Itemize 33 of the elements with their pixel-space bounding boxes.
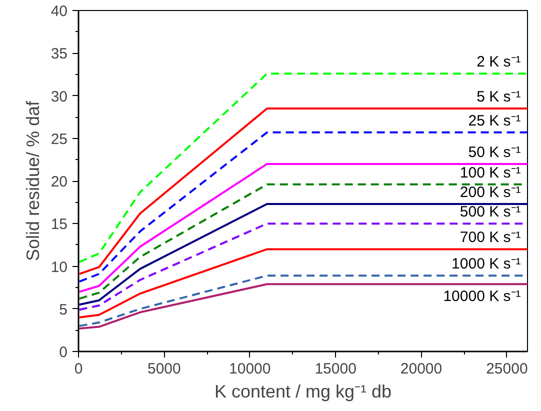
series-label: 200 K s⁻¹ bbox=[460, 184, 521, 202]
line-series bbox=[78, 248, 528, 318]
y-tick-label: 35 bbox=[50, 46, 68, 63]
y-tick-label: 25 bbox=[50, 130, 68, 148]
x-tick-label: 15000 bbox=[314, 360, 356, 378]
x-tick-label: 20000 bbox=[400, 360, 442, 378]
series-label: 500 K s⁻¹ bbox=[460, 204, 521, 221]
line-series bbox=[78, 183, 528, 300]
x-tick-label: 0 bbox=[74, 360, 83, 378]
x-axis-title: K content / mg kg⁻¹ db bbox=[214, 382, 392, 402]
series-label: 700 K s⁻¹ bbox=[460, 229, 521, 246]
series-label: 2 K s⁻¹ bbox=[476, 54, 521, 71]
y-tick-label: 30 bbox=[50, 88, 68, 106]
y-tick-label: 5 bbox=[59, 301, 68, 318]
x-tick-label: 25000 bbox=[486, 360, 528, 378]
series-label: 25 K s⁻¹ bbox=[468, 112, 521, 130]
series-label: 10000 K s⁻¹ bbox=[443, 288, 521, 306]
y-tick-label: 10 bbox=[50, 258, 68, 276]
x-tick-label: 10000 bbox=[229, 360, 271, 378]
series-label: 1000 K s⁻¹ bbox=[452, 256, 521, 273]
line-series bbox=[78, 108, 528, 275]
y-axis-title: Solid residue/ % daf bbox=[22, 100, 43, 262]
line-series bbox=[78, 131, 528, 283]
y-tick-label: 20 bbox=[50, 174, 68, 190]
series-label: 100 K s⁻¹ bbox=[460, 164, 521, 182]
y-tick-label: 0 bbox=[59, 344, 68, 361]
line-series bbox=[78, 203, 528, 306]
line-series bbox=[78, 283, 528, 330]
y-tick-label: 15 bbox=[50, 216, 68, 234]
series-label: 5 K s⁻¹ bbox=[476, 88, 521, 106]
series-label: 50 K s⁻¹ bbox=[468, 144, 521, 161]
y-tick-label: 40 bbox=[50, 3, 68, 20]
x-tick-label: 5000 bbox=[148, 360, 181, 378]
